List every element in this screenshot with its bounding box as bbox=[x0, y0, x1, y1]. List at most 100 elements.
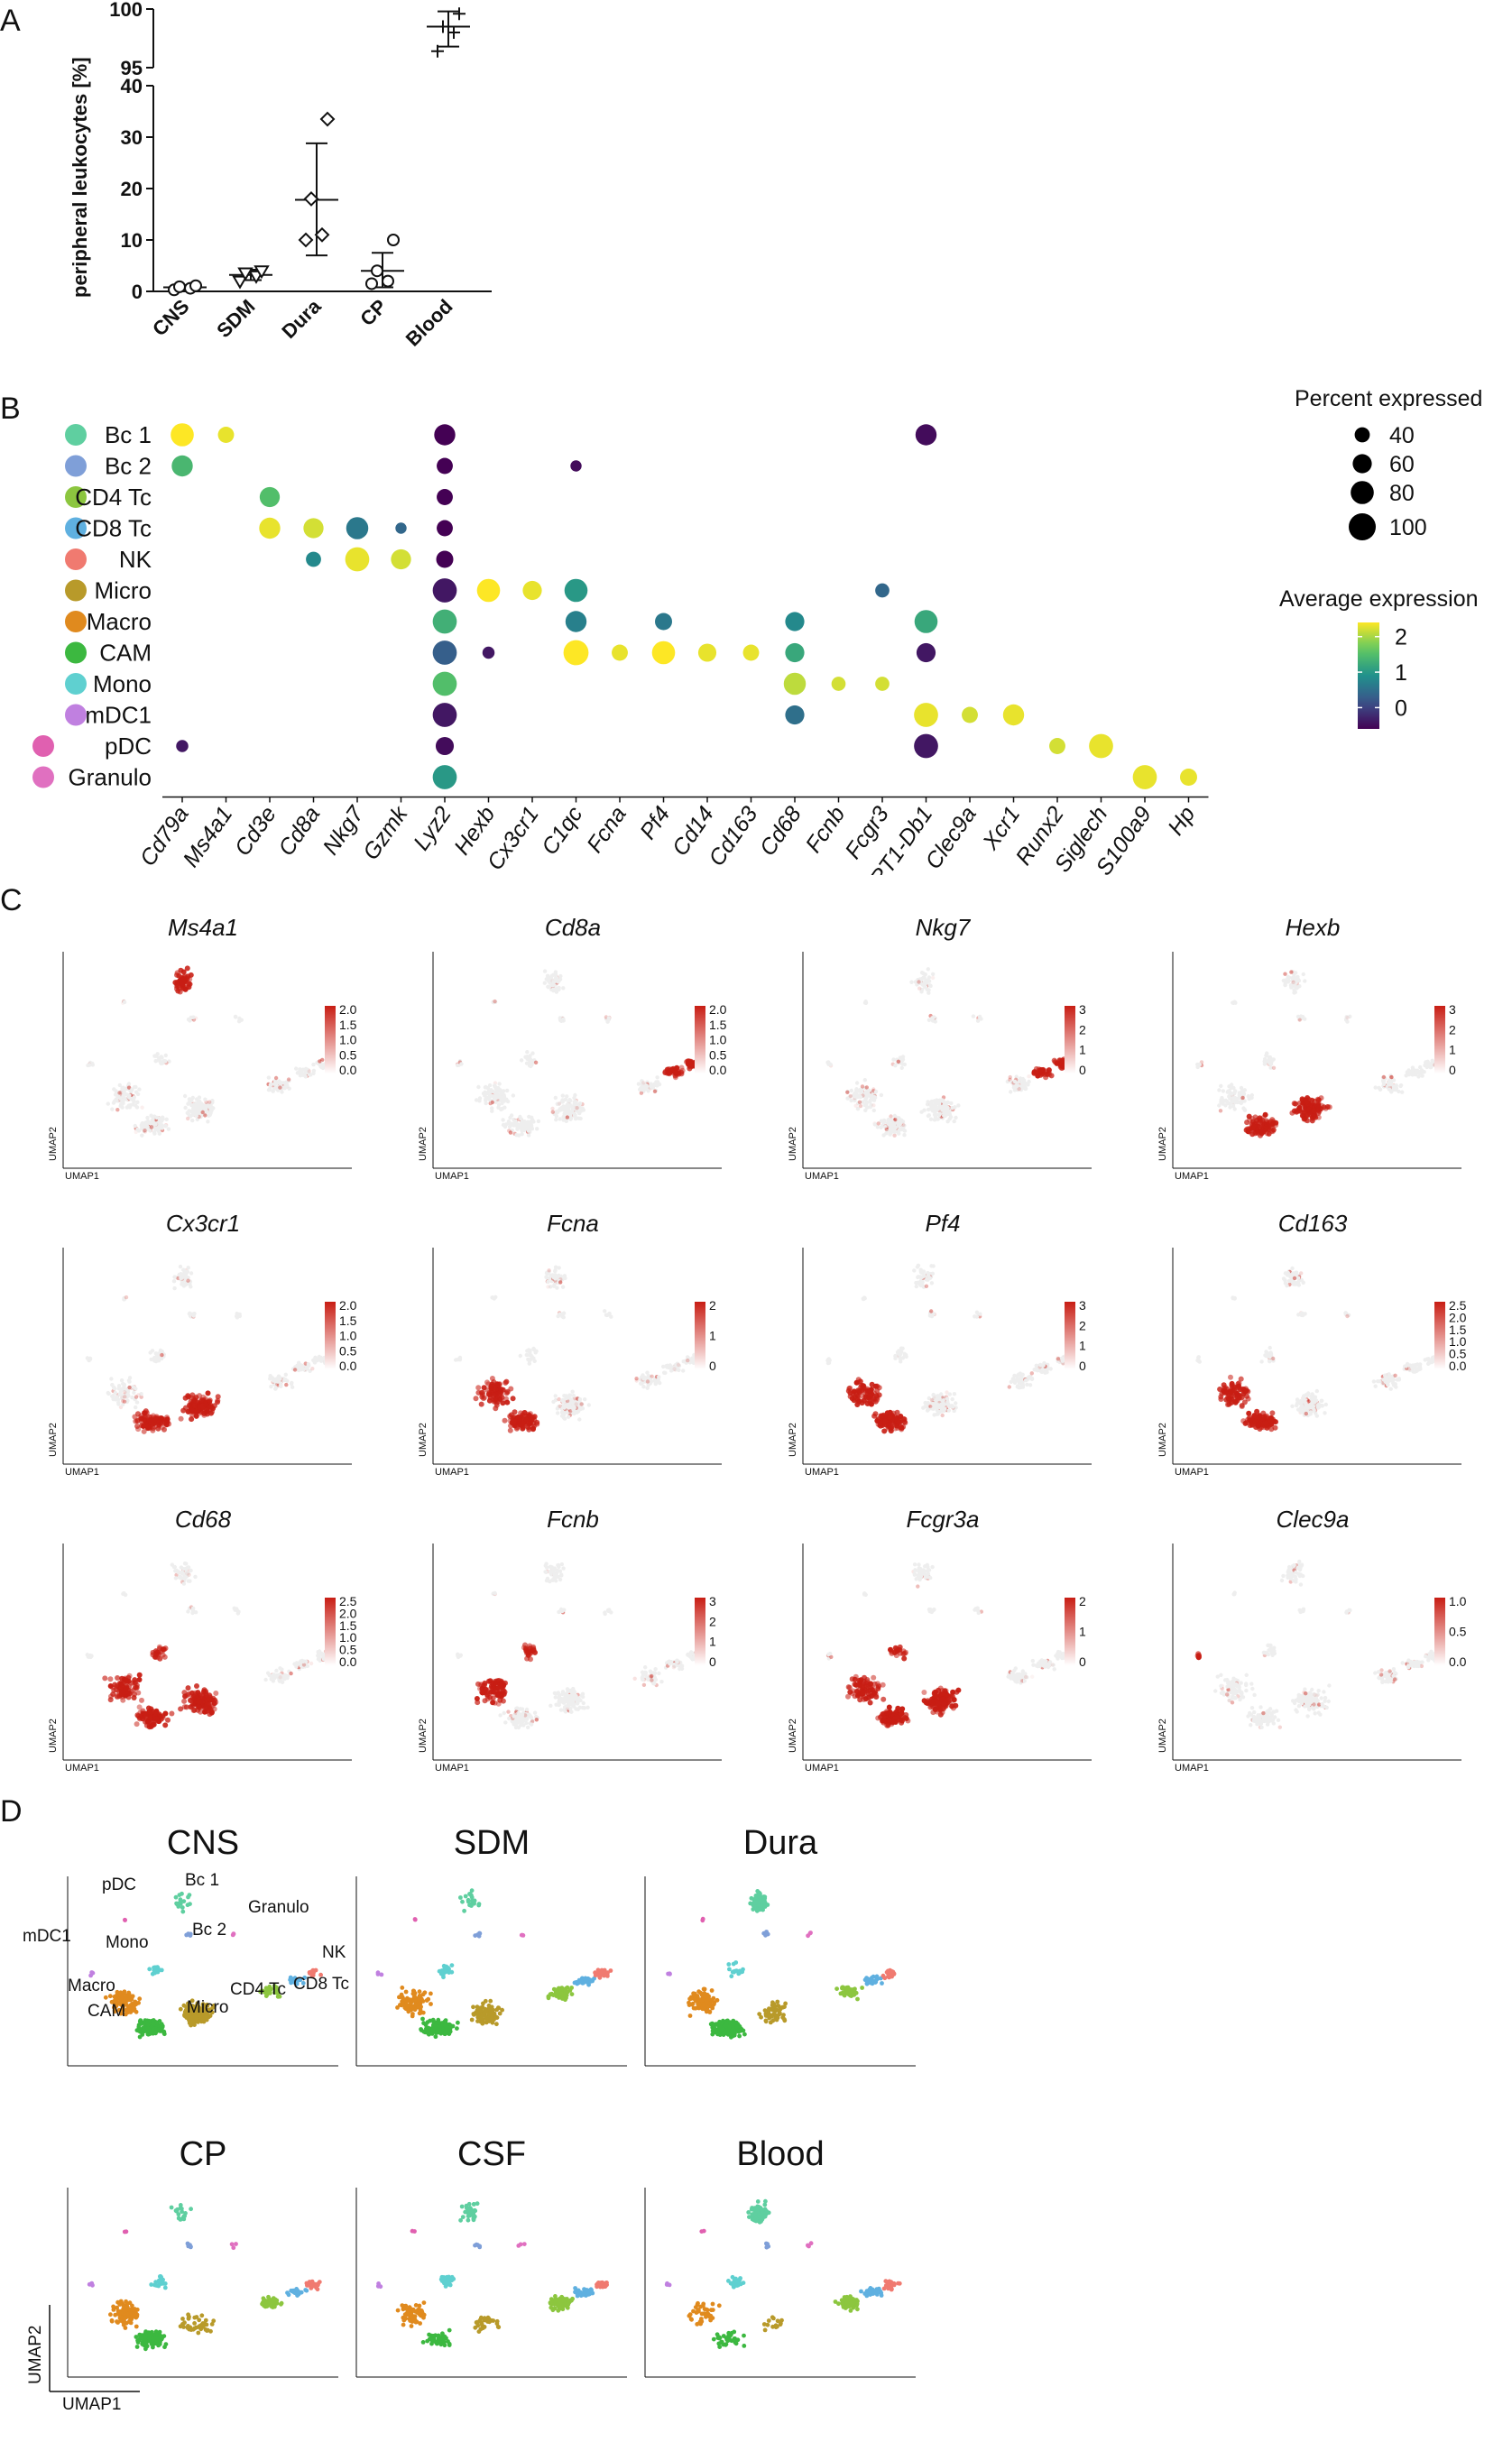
cell-dot bbox=[1286, 1273, 1290, 1277]
cell-dot bbox=[638, 1087, 642, 1092]
cell-dot bbox=[280, 1667, 284, 1672]
cell-dot bbox=[273, 1379, 278, 1384]
cell-dot bbox=[151, 1124, 155, 1129]
cell-dot bbox=[269, 1384, 273, 1389]
cell-type-label: NK bbox=[119, 546, 152, 573]
cell-dot bbox=[1298, 1313, 1304, 1317]
cell-dot bbox=[529, 1417, 535, 1424]
cell-dot bbox=[1283, 982, 1287, 988]
feature-plot-title: Cd68 bbox=[175, 1506, 232, 1533]
cell-dot bbox=[289, 1671, 293, 1676]
cell-dot bbox=[953, 1105, 957, 1110]
color-scale-bar bbox=[695, 1302, 705, 1369]
cell-dot bbox=[1244, 1393, 1249, 1399]
cell-dot bbox=[554, 1118, 558, 1122]
color-scale-label: 1.5 bbox=[709, 1018, 727, 1032]
cell-dot bbox=[1376, 1379, 1380, 1384]
cell-dot bbox=[546, 1279, 550, 1285]
cell-dot bbox=[1272, 1424, 1278, 1431]
cell-dot bbox=[287, 1078, 291, 1083]
expression-dot bbox=[345, 547, 370, 572]
umap-y-label: UMAP2 bbox=[418, 1127, 429, 1161]
cell-dot bbox=[163, 1124, 168, 1129]
cell-dot bbox=[483, 1090, 487, 1095]
cell-dot bbox=[856, 1101, 861, 1106]
cell-dot bbox=[572, 1113, 577, 1118]
cell-dot bbox=[1378, 1087, 1383, 1092]
cell-dot bbox=[1292, 1276, 1297, 1281]
cell-dot bbox=[532, 1359, 537, 1363]
cell-dot bbox=[900, 1055, 906, 1059]
cell-dot bbox=[299, 1072, 304, 1077]
size-legend-label: 60 bbox=[1389, 452, 1415, 477]
cell-dot bbox=[1385, 1381, 1390, 1386]
cell-dot bbox=[528, 1054, 532, 1058]
cell-dot bbox=[952, 1119, 956, 1124]
data-point bbox=[447, 26, 460, 39]
cell-dot bbox=[1295, 1282, 1300, 1286]
cell-dot bbox=[121, 1085, 125, 1090]
cell-dot bbox=[153, 1121, 158, 1127]
cell-dot bbox=[1019, 1376, 1024, 1380]
cell-dot bbox=[889, 1114, 893, 1119]
cell-dot bbox=[484, 1387, 491, 1393]
cell-dot bbox=[557, 1101, 562, 1106]
cell-dot bbox=[657, 1375, 661, 1379]
cell-dot bbox=[571, 1393, 576, 1398]
cell-dot bbox=[1305, 1099, 1310, 1105]
color-scale-label: 1 bbox=[1079, 1043, 1086, 1057]
cell-dot bbox=[863, 1101, 869, 1106]
cell-dot bbox=[550, 1106, 555, 1111]
cell-dot bbox=[978, 1016, 982, 1021]
cell-dot bbox=[149, 1357, 153, 1362]
cell-dot bbox=[945, 1105, 950, 1110]
cell-dot bbox=[160, 1652, 166, 1658]
cell-dot bbox=[932, 1413, 936, 1417]
color-scale-bar bbox=[1434, 1006, 1445, 1074]
cell-dot bbox=[117, 1083, 122, 1088]
cell-dot bbox=[919, 971, 925, 975]
cell-dot bbox=[586, 1403, 591, 1407]
cell-dot bbox=[549, 1273, 554, 1277]
cell-dot bbox=[1309, 1402, 1314, 1406]
cell-dot bbox=[892, 1113, 897, 1119]
cell-dot bbox=[1258, 1128, 1265, 1134]
cell-dot bbox=[126, 1082, 132, 1086]
cell-dot bbox=[1060, 1356, 1065, 1360]
cell-dot bbox=[547, 1268, 551, 1273]
cell-dot bbox=[1020, 1381, 1025, 1386]
cell-dot bbox=[489, 1088, 493, 1092]
cell-dot bbox=[570, 1389, 575, 1394]
cell-dot bbox=[1286, 1278, 1292, 1284]
cell-dot bbox=[153, 1351, 158, 1356]
feature-plot-title: Ms4a1 bbox=[168, 914, 238, 941]
cell-dot bbox=[1054, 1060, 1060, 1066]
cell-dot bbox=[863, 1000, 868, 1004]
cell-dot bbox=[672, 1069, 678, 1075]
cell-dot bbox=[1294, 1109, 1300, 1115]
cell-dot bbox=[237, 1313, 242, 1319]
cell-dot bbox=[1223, 1386, 1230, 1392]
cell-dot bbox=[507, 1427, 513, 1433]
cell-dot bbox=[558, 1117, 562, 1121]
cell-dot bbox=[534, 1421, 540, 1427]
cell-dot bbox=[1387, 1087, 1392, 1092]
color-legend-label: 1 bbox=[1395, 660, 1407, 686]
cell-dot bbox=[195, 1117, 199, 1122]
umap-x-label: UMAP1 bbox=[435, 1763, 469, 1773]
cell-dot bbox=[156, 1359, 161, 1363]
cell-dot bbox=[292, 1368, 298, 1372]
cell-dot bbox=[273, 1075, 279, 1081]
feature-plot-title: Fcnb bbox=[547, 1506, 599, 1533]
cell-dot bbox=[942, 1401, 946, 1406]
cell-dot bbox=[917, 986, 922, 991]
cell-dot bbox=[606, 1016, 611, 1020]
cell-dot bbox=[208, 1111, 213, 1116]
expression-dot bbox=[914, 703, 938, 727]
cell-dot bbox=[898, 1122, 902, 1127]
cell-dot bbox=[1373, 1384, 1378, 1388]
data-point bbox=[303, 190, 319, 207]
cell-dot bbox=[187, 1572, 191, 1577]
cell-dot bbox=[1027, 1079, 1031, 1084]
